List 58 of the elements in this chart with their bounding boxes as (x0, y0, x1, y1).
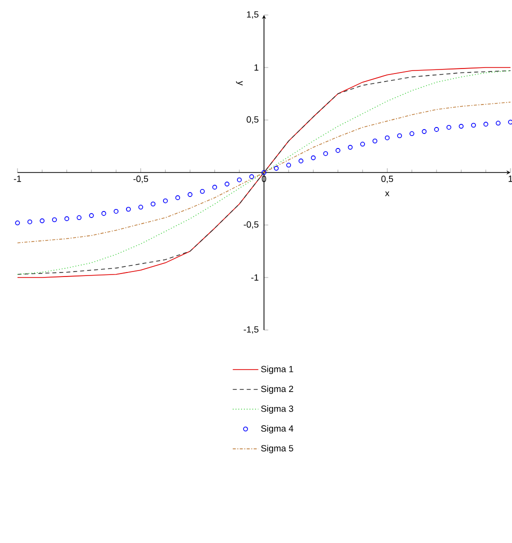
x-tick-label: 1 (508, 176, 512, 182)
legend-label: Sigma 4 (260, 425, 294, 434)
point (483, 122, 488, 127)
point (470, 122, 476, 128)
point (458, 124, 464, 129)
point (64, 216, 69, 222)
point (261, 170, 266, 175)
legend-label: Sigma 3 (260, 405, 293, 414)
point (40, 218, 44, 224)
point (496, 120, 500, 126)
point (396, 133, 402, 138)
point (446, 124, 452, 130)
point (409, 131, 414, 136)
y-tick-label: -1,5 (244, 326, 258, 334)
point (322, 151, 328, 156)
point (310, 155, 316, 160)
point (384, 135, 390, 140)
x-tick-label: -1 (14, 176, 21, 182)
point (88, 213, 94, 218)
point (434, 127, 439, 132)
x-tick-label: 0,5 (381, 176, 393, 184)
y-tick-label: -0,5 (244, 221, 258, 229)
x-tick-label: -0,5 (133, 176, 148, 184)
legend-label: Sigma 2 (260, 385, 293, 394)
point (150, 202, 156, 206)
y-tick-label: -1 (251, 274, 258, 281)
legend-label: Sigma 1 (260, 366, 293, 374)
point (348, 144, 352, 150)
point (360, 142, 365, 147)
point (52, 217, 57, 222)
point (286, 162, 291, 168)
point (274, 166, 278, 171)
point (508, 120, 512, 124)
point (101, 211, 106, 216)
y-tick-label: 1 (254, 64, 258, 71)
point (249, 174, 254, 180)
point (224, 182, 230, 186)
y-axis-title: y (236, 81, 242, 86)
point (27, 219, 32, 224)
point (175, 195, 180, 200)
legend-label: Sigma 5 (260, 444, 293, 454)
point (372, 138, 378, 144)
point (138, 204, 143, 210)
point (236, 177, 242, 182)
point (335, 148, 340, 153)
y-tick-label: 0,5 (246, 116, 258, 124)
point (200, 189, 205, 194)
point (76, 215, 82, 220)
point (298, 158, 304, 164)
point (187, 192, 192, 197)
y-tick-label: 1,5 (246, 11, 258, 19)
point (422, 129, 426, 134)
x-axis-title: x (384, 191, 390, 196)
point (126, 206, 131, 212)
point (113, 208, 118, 214)
point (162, 198, 168, 204)
point (212, 184, 217, 190)
point (14, 220, 20, 226)
